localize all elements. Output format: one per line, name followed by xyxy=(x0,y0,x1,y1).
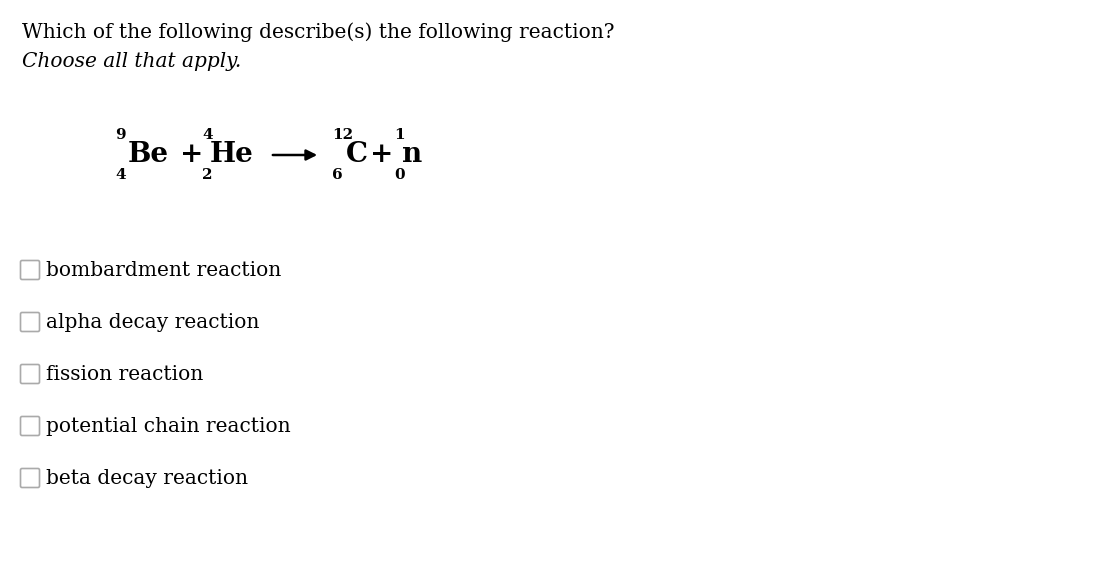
Text: beta decay reaction: beta decay reaction xyxy=(46,469,248,488)
Text: fission reaction: fission reaction xyxy=(46,364,203,384)
Text: bombardment reaction: bombardment reaction xyxy=(46,261,282,279)
Text: Which of the following describe(s) the following reaction?: Which of the following describe(s) the f… xyxy=(22,22,615,42)
Text: 4: 4 xyxy=(115,168,126,182)
Text: +: + xyxy=(370,141,393,169)
Text: n: n xyxy=(402,141,422,169)
FancyBboxPatch shape xyxy=(21,313,40,332)
Text: He: He xyxy=(210,141,254,169)
Text: +: + xyxy=(180,141,203,169)
Text: 2: 2 xyxy=(202,168,212,182)
FancyBboxPatch shape xyxy=(21,417,40,435)
Text: 6: 6 xyxy=(332,168,342,182)
Text: C: C xyxy=(346,141,368,169)
Text: Be: Be xyxy=(128,141,169,169)
Text: 12: 12 xyxy=(332,128,353,142)
Text: Choose all that apply.: Choose all that apply. xyxy=(22,52,242,71)
Text: potential chain reaction: potential chain reaction xyxy=(46,417,290,435)
Text: alpha decay reaction: alpha decay reaction xyxy=(46,313,259,332)
Text: 1: 1 xyxy=(394,128,405,142)
FancyBboxPatch shape xyxy=(21,261,40,279)
Text: 0: 0 xyxy=(394,168,405,182)
Text: 9: 9 xyxy=(115,128,126,142)
Text: 4: 4 xyxy=(202,128,213,142)
FancyBboxPatch shape xyxy=(21,364,40,384)
FancyBboxPatch shape xyxy=(21,469,40,488)
